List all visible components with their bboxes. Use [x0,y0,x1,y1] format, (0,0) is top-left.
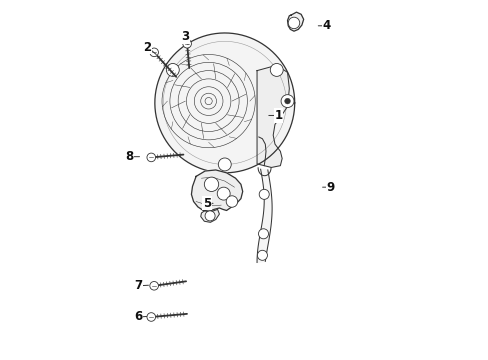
Polygon shape [201,210,219,222]
Polygon shape [155,33,294,173]
Circle shape [183,40,191,48]
Circle shape [217,187,230,200]
Circle shape [284,98,290,104]
Circle shape [287,17,299,29]
Text: 4: 4 [322,19,330,32]
Circle shape [259,189,269,199]
Text: 3: 3 [181,30,189,43]
Text: 8: 8 [124,150,133,163]
Circle shape [258,229,268,239]
Text: 6: 6 [134,310,142,324]
Circle shape [226,196,237,207]
Text: 7: 7 [134,279,142,292]
Circle shape [147,313,155,321]
Circle shape [270,63,283,76]
Circle shape [204,177,218,192]
Text: 9: 9 [326,181,334,194]
Circle shape [149,48,158,57]
Circle shape [218,158,231,171]
Circle shape [166,63,179,76]
Polygon shape [191,170,242,212]
Polygon shape [257,65,289,167]
Text: 1: 1 [274,109,282,122]
Text: 5: 5 [203,197,210,210]
Polygon shape [287,12,303,31]
Text: 2: 2 [143,41,151,54]
Circle shape [281,95,293,108]
Polygon shape [257,169,271,262]
Circle shape [204,211,215,221]
Circle shape [147,153,155,162]
Circle shape [149,282,158,290]
Circle shape [257,250,267,260]
